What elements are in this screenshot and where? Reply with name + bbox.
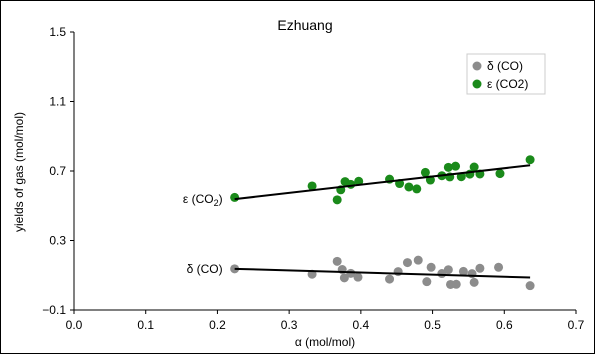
delta-co-point bbox=[451, 279, 461, 289]
delta-co-point bbox=[422, 277, 432, 287]
delta-co-point bbox=[458, 266, 468, 276]
x-tick-label: 0.6 bbox=[496, 318, 513, 332]
legend-marker-delta-co bbox=[472, 61, 482, 71]
epsilon-co2-point bbox=[420, 167, 430, 177]
epsilon-co2-point bbox=[230, 192, 240, 202]
delta-co-point bbox=[332, 256, 342, 266]
legend-label-delta-co: δ (CO) bbox=[487, 59, 523, 73]
delta-co-point bbox=[494, 262, 504, 272]
epsilon-co2-point bbox=[495, 169, 505, 179]
y-tick-label: 1.1 bbox=[49, 95, 66, 109]
epsilon-co2-point bbox=[469, 162, 479, 172]
epsilon-co2-point bbox=[412, 184, 422, 194]
x-tick-label: 0.4 bbox=[353, 318, 370, 332]
plot-area: 0.0 0.1 0.2 0.3 0.4 0.5 0.6 0.7 −0.1 0.3 0.7 1.1 1.5… bbox=[42, 25, 584, 332]
epsilon-co2-point bbox=[354, 176, 364, 186]
delta-co-point bbox=[413, 255, 423, 265]
chart-title: Ezhuang bbox=[277, 17, 332, 33]
delta-co-point bbox=[346, 268, 356, 278]
epsilon-co2-point bbox=[346, 179, 356, 189]
delta-co-point bbox=[402, 258, 412, 268]
x-axis-title: α (mol/mol) bbox=[295, 335, 355, 349]
epsilon-co2-fit-label: ε (CO2) bbox=[183, 192, 223, 208]
delta-co-trendline bbox=[234, 267, 531, 279]
delta-co-point bbox=[339, 273, 349, 283]
y-tick-label: −0.1 bbox=[42, 303, 66, 317]
epsilon-co2-point bbox=[456, 172, 466, 182]
delta-co-point bbox=[393, 267, 403, 277]
y-tick-label: 1.5 bbox=[49, 25, 66, 39]
delta-co-point bbox=[426, 262, 436, 272]
epsilon-co2-point bbox=[451, 161, 461, 171]
epsilon-co2-point bbox=[404, 182, 414, 192]
legend-label-epsilon-co2: ε (CO2) bbox=[487, 77, 528, 91]
epsilon-co2-point bbox=[307, 181, 317, 191]
x-tick-label: 0.0 bbox=[66, 318, 83, 332]
y-tick-label: 0.3 bbox=[49, 234, 66, 248]
legend: δ (CO) ε (CO2) bbox=[466, 53, 546, 95]
x-tick-label: 0.3 bbox=[281, 318, 298, 332]
delta-co-fit-label: δ (CO) bbox=[187, 262, 223, 276]
x-tick-label: 0.7 bbox=[568, 318, 585, 332]
epsilon-co2-point bbox=[332, 195, 342, 205]
y-tick-label: 0.7 bbox=[49, 164, 66, 178]
y-axis-title: yields of gas (mol/mol) bbox=[12, 112, 26, 232]
delta-co-point bbox=[385, 274, 395, 284]
x-tick-label: 0.5 bbox=[424, 318, 441, 332]
delta-co-point bbox=[353, 272, 363, 282]
x-tick-label: 0.2 bbox=[209, 318, 226, 332]
delta-co-point bbox=[469, 277, 479, 287]
epsilon-co2-point bbox=[525, 155, 535, 165]
delta-co-point bbox=[525, 281, 535, 291]
delta-co-point bbox=[443, 265, 453, 275]
legend-marker-epsilon-co2 bbox=[472, 79, 482, 89]
x-tick-label: 0.1 bbox=[137, 318, 154, 332]
delta-co-point bbox=[475, 263, 485, 273]
epsilon-co2-point bbox=[443, 162, 453, 172]
epsilon-co2-trendline bbox=[234, 164, 531, 201]
